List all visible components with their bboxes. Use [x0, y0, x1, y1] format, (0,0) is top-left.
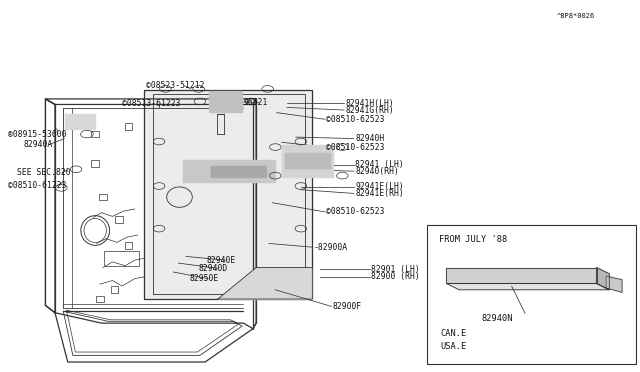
Text: USA.E: USA.E [440, 341, 467, 350]
Text: 82940E: 82940E [206, 256, 236, 264]
Polygon shape [209, 92, 242, 112]
Text: 92941F(LH): 92941F(LH) [355, 182, 404, 191]
Text: 82941E(RH): 82941E(RH) [355, 189, 404, 198]
Text: 82940H: 82940H [355, 134, 385, 143]
Text: 82940A: 82940A [23, 140, 52, 149]
Bar [99, 194, 107, 201]
Text: 82900 (RH): 82900 (RH) [371, 272, 420, 281]
Bar [92, 131, 99, 137]
Text: 82940(RH): 82940(RH) [355, 167, 399, 176]
Text: 82950E: 82950E [189, 274, 218, 283]
Text: ©08510-62523: ©08510-62523 [326, 115, 385, 124]
Text: 82941H(LH): 82941H(LH) [346, 99, 394, 108]
Polygon shape [145, 90, 312, 299]
Bar [96, 296, 104, 302]
Text: 82901 (LH): 82901 (LH) [371, 265, 420, 274]
Polygon shape [182, 160, 275, 182]
Text: 82940N: 82940N [481, 314, 513, 323]
Text: -82900A: -82900A [314, 243, 348, 251]
Bar [104, 251, 140, 266]
Polygon shape [211, 166, 266, 177]
Polygon shape [65, 114, 95, 129]
Bar [111, 286, 118, 293]
Text: 82941G(RH): 82941G(RH) [346, 106, 394, 115]
Bar [125, 124, 132, 130]
Text: SEE SEC.820: SEE SEC.820 [17, 168, 70, 177]
Text: ©08523-51212: ©08523-51212 [147, 81, 205, 90]
Text: ©08510-62523: ©08510-62523 [326, 142, 385, 151]
Polygon shape [285, 153, 330, 168]
Polygon shape [282, 145, 333, 177]
Text: ©08513-61223: ©08513-61223 [122, 99, 180, 108]
Polygon shape [596, 267, 609, 290]
Polygon shape [606, 276, 622, 292]
Polygon shape [218, 267, 312, 299]
Text: ®08915-53600: ®08915-53600 [8, 129, 67, 139]
Bar [125, 242, 132, 248]
Text: FROM JULY '88: FROM JULY '88 [439, 235, 507, 244]
Text: ^8P8*0026: ^8P8*0026 [556, 13, 595, 19]
Bar [115, 216, 123, 223]
Polygon shape [447, 267, 596, 283]
Text: 96521: 96521 [243, 98, 268, 107]
Text: 82940D: 82940D [198, 264, 228, 273]
Text: ©08510-62523: ©08510-62523 [326, 208, 385, 217]
Text: ©08510-61223: ©08510-61223 [8, 181, 67, 190]
Polygon shape [447, 283, 609, 290]
Text: 82900F: 82900F [333, 302, 362, 311]
Bar [428, 225, 636, 364]
Text: CAN.E: CAN.E [440, 329, 467, 338]
Text: 82941 (LH): 82941 (LH) [355, 160, 404, 169]
Bar [92, 160, 99, 167]
